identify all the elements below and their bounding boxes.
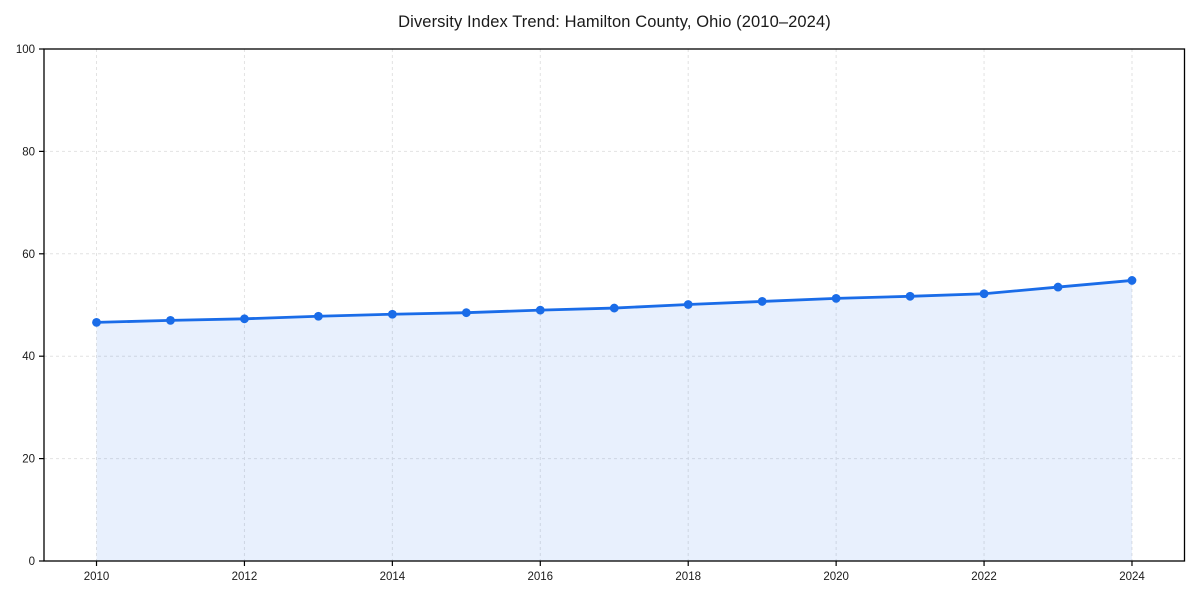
x-axis-tick-label: 2018 [675, 571, 701, 583]
data-point [683, 300, 693, 309]
x-axis-tick-label: 2024 [1119, 571, 1145, 583]
x-axis-tick-label: 2012 [232, 571, 258, 583]
x-axis-tick-label: 2010 [84, 571, 110, 583]
x-axis-tick-label: 2022 [971, 571, 997, 583]
data-point [240, 314, 249, 324]
y-axis-tick-label: 0 [29, 556, 35, 568]
data-point [757, 297, 767, 306]
data-point [461, 308, 471, 318]
chart-title: Diversity Index Trend: Hamilton County, … [398, 13, 831, 31]
data-point [1053, 282, 1063, 292]
y-axis-tick-label: 40 [22, 351, 35, 363]
data-point [831, 293, 841, 303]
y-axis-tick-label: 20 [22, 454, 35, 466]
data-point [535, 305, 545, 315]
x-axis-tick-label: 2014 [380, 571, 406, 583]
area-fill [96, 280, 1132, 561]
data-point [166, 315, 175, 325]
data-point [92, 318, 101, 327]
data-point [1127, 276, 1137, 285]
y-axis-tick-label: 80 [22, 146, 35, 158]
data-point [979, 289, 989, 299]
data-point [387, 309, 397, 319]
data-point [905, 291, 915, 301]
data-point [609, 303, 619, 313]
data-point [314, 311, 323, 321]
x-axis-tick-label: 2016 [527, 571, 553, 583]
axis-frame [43, 48, 1186, 562]
y-axis-tick-label: 100 [16, 44, 35, 56]
y-axis-tick-label: 60 [22, 249, 35, 261]
x-axis-tick-label: 2020 [823, 571, 849, 583]
